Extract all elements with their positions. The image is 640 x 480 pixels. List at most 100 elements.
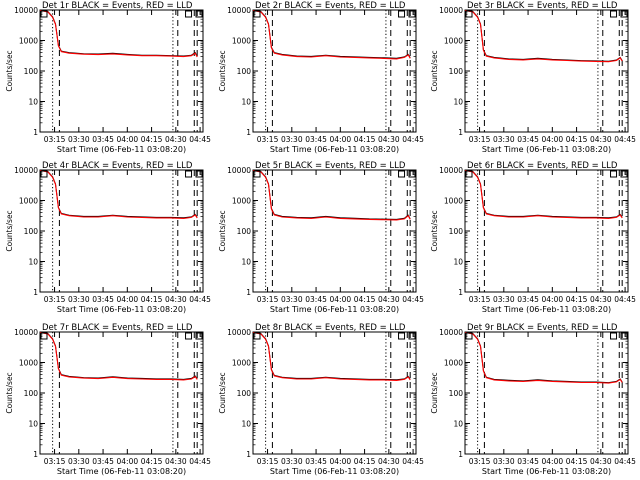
corner-indicator-box [620,332,628,340]
y-tick-label: 100 [237,227,252,236]
y-tick-label: 10 [453,258,463,267]
y-tick-label: 1 [458,450,463,459]
corner-indicator-box [185,332,193,340]
x-tick-label: 04:00 [330,135,352,144]
y-tick-label: 100 [237,389,252,398]
x-axis-label: Start Time (06-Feb-11 03:08:20) [57,467,186,476]
x-tick-label: 04:15 [354,295,376,304]
y-tick-label: 1 [246,128,251,137]
series-line-events [464,331,623,384]
corner-indicator-box [398,332,406,340]
y-tick-label: 1 [246,450,251,459]
chart-title: Det 2r BLACK = Events, RED = LLD [255,1,406,11]
series-line-lld [39,169,198,219]
corner-indicator-box [185,10,193,18]
x-tick-label: 04:15 [141,295,163,304]
x-tick-label: 03:30 [493,295,515,304]
corner-indicator-box [610,332,618,340]
x-tick-label: 03:15 [44,457,66,466]
plot-frame [252,169,417,293]
series-line-lld [39,9,198,58]
y-tick-label: 10000 [227,166,251,175]
y-tick-label: 1000 [232,359,251,368]
x-tick-label: 04:15 [354,457,376,466]
chart-title: Det 4r BLACK = Events, RED = LLD [42,161,193,171]
corner-indicator-box [465,170,473,178]
x-tick-label: 03:45 [92,457,114,466]
series-line-lld [252,169,411,221]
x-axis-label: Start Time (06-Feb-11 03:08:20) [270,467,399,476]
y-tick-label: 100 [449,67,464,76]
corner-indicator-box [620,170,628,178]
series-line-lld [252,9,411,60]
x-tick-label: 04:45 [189,135,211,144]
series-line-events [252,9,411,59]
series-line-lld [252,331,411,381]
plot-frame [464,169,629,293]
plot-frame [39,169,204,293]
series-line-lld [464,169,623,219]
series-line-lld [39,331,198,381]
y-tick-label: 10 [241,258,251,267]
chart-panel-8: Det 8r BLACK = Events, RED = LLD 1 10 100 10… [218,323,424,476]
x-axis-label: Start Time (06-Feb-11 03:08:20) [482,145,611,154]
series-line-lld [464,9,623,63]
x-tick-label: 04:45 [402,457,424,466]
y-tick-label: 10 [241,98,251,107]
y-tick-label: 1000 [19,37,38,46]
y-tick-label: 1000 [19,359,38,368]
x-tick-label: 04:00 [330,295,352,304]
x-tick-label: 03:30 [68,135,90,144]
y-tick-label: 1000 [444,197,463,206]
x-tick-label: 03:30 [281,135,303,144]
x-tick-label: 04:45 [189,457,211,466]
y-tick-label: 1 [246,288,251,297]
plot-frame [464,9,629,133]
y-axis-label: Counts/sec [218,372,227,413]
y-axis-label: Counts/sec [218,50,227,91]
x-tick-label: 04:15 [354,135,376,144]
x-tick-label: 04:30 [590,295,612,304]
series-line-events [39,169,198,219]
x-tick-label: 03:15 [469,457,491,466]
corner-indicator-box [253,10,261,18]
corner-indicator-box [408,332,416,340]
y-axis-label: Counts/sec [430,372,439,413]
plot-frame [39,331,204,455]
corner-indicator-box [40,10,48,18]
chart-panel-1: Det 1r BLACK = Events, RED = LLD 1 10 100 10… [5,1,211,154]
y-axis-label: Counts/sec [5,210,14,251]
y-tick-label: 1000 [19,197,38,206]
x-tick-label: 04:00 [330,457,352,466]
x-tick-label: 04:45 [189,295,211,304]
x-tick-label: 03:45 [92,295,114,304]
y-tick-label: 1000 [232,197,251,206]
x-axis-label: Start Time (06-Feb-11 03:08:20) [270,305,399,314]
chart-panel-3: Det 3r BLACK = Events, RED = LLD 1 10 100 10… [430,1,636,154]
chart-title: Det 7r BLACK = Events, RED = LLD [42,323,193,333]
y-tick-label: 10 [28,258,38,267]
x-tick-label: 04:15 [141,457,163,466]
plot-frame [252,9,417,133]
x-axis-label: Start Time (06-Feb-11 03:08:20) [270,145,399,154]
x-tick-label: 04:30 [378,457,400,466]
corner-indicator-box [195,170,203,178]
x-tick-label: 04:00 [542,295,564,304]
y-tick-label: 10000 [439,6,463,15]
y-tick-label: 100 [237,67,252,76]
y-tick-label: 1 [458,288,463,297]
chart-panel-4: Det 4r BLACK = Events, RED = LLD 1 10 100 10… [5,161,211,314]
x-tick-label: 04:00 [542,457,564,466]
series-line-events [464,9,623,62]
x-tick-label: 04:45 [402,135,424,144]
series-line-events [39,331,198,380]
series-line-events [252,331,411,381]
x-tick-label: 03:45 [517,295,539,304]
y-tick-label: 1000 [232,37,251,46]
corner-indicator-box [40,170,48,178]
y-tick-label: 10000 [227,328,251,337]
y-axis-label: Counts/sec [430,50,439,91]
x-tick-label: 04:45 [402,295,424,304]
x-tick-label: 03:45 [305,295,327,304]
